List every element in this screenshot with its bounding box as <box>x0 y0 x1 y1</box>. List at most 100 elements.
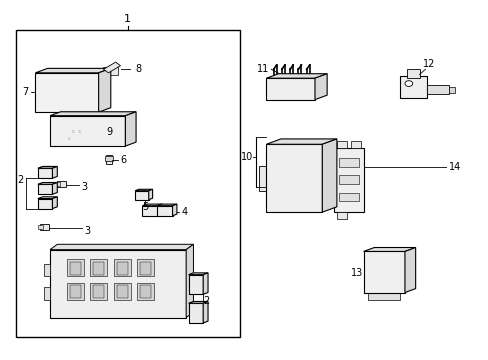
FancyBboxPatch shape <box>336 212 346 219</box>
Polygon shape <box>404 248 415 293</box>
Polygon shape <box>188 275 203 294</box>
Polygon shape <box>50 116 125 146</box>
Polygon shape <box>158 204 162 216</box>
FancyBboxPatch shape <box>448 87 454 93</box>
FancyBboxPatch shape <box>334 148 363 212</box>
FancyBboxPatch shape <box>259 166 266 191</box>
Text: c: c <box>68 136 71 141</box>
FancyBboxPatch shape <box>114 283 130 300</box>
FancyBboxPatch shape <box>116 262 127 275</box>
FancyBboxPatch shape <box>273 155 285 205</box>
FancyBboxPatch shape <box>399 76 426 98</box>
Polygon shape <box>35 68 111 73</box>
Polygon shape <box>266 144 322 212</box>
FancyBboxPatch shape <box>140 262 151 275</box>
Polygon shape <box>142 206 158 216</box>
Polygon shape <box>135 191 148 200</box>
Text: 5: 5 <box>142 202 148 212</box>
Polygon shape <box>50 244 193 249</box>
Text: 13: 13 <box>351 268 363 278</box>
FancyBboxPatch shape <box>38 225 42 229</box>
FancyBboxPatch shape <box>289 155 301 205</box>
Polygon shape <box>188 301 207 303</box>
FancyBboxPatch shape <box>339 193 358 202</box>
Polygon shape <box>50 112 136 116</box>
Polygon shape <box>203 301 207 323</box>
Polygon shape <box>157 204 177 206</box>
Polygon shape <box>52 197 57 208</box>
Text: 9: 9 <box>106 127 112 137</box>
FancyBboxPatch shape <box>116 285 127 298</box>
Polygon shape <box>266 74 326 78</box>
Text: 7: 7 <box>22 87 28 98</box>
Polygon shape <box>142 204 162 206</box>
FancyBboxPatch shape <box>287 153 303 162</box>
FancyBboxPatch shape <box>426 85 448 94</box>
FancyBboxPatch shape <box>305 155 317 205</box>
Polygon shape <box>38 184 52 194</box>
FancyBboxPatch shape <box>103 67 118 75</box>
Polygon shape <box>52 183 57 194</box>
Polygon shape <box>363 251 404 293</box>
FancyBboxPatch shape <box>368 293 399 300</box>
FancyBboxPatch shape <box>407 69 419 78</box>
Text: 6: 6 <box>120 156 126 165</box>
Polygon shape <box>99 68 111 112</box>
Text: 2: 2 <box>203 296 209 306</box>
FancyBboxPatch shape <box>339 175 358 184</box>
Polygon shape <box>266 139 336 144</box>
Polygon shape <box>172 204 177 216</box>
Polygon shape <box>314 74 326 100</box>
FancyBboxPatch shape <box>45 87 69 102</box>
Circle shape <box>404 81 412 86</box>
FancyBboxPatch shape <box>140 285 151 298</box>
FancyBboxPatch shape <box>44 287 50 300</box>
FancyBboxPatch shape <box>304 153 319 162</box>
FancyBboxPatch shape <box>322 162 329 194</box>
Bar <box>16 30 239 337</box>
Polygon shape <box>188 303 203 323</box>
Text: 11: 11 <box>256 64 268 74</box>
FancyBboxPatch shape <box>70 285 81 298</box>
Polygon shape <box>186 244 193 318</box>
FancyBboxPatch shape <box>57 181 66 187</box>
Text: 4: 4 <box>181 207 187 217</box>
Text: c  c: c c <box>72 129 81 134</box>
FancyBboxPatch shape <box>90 259 107 276</box>
FancyBboxPatch shape <box>40 224 49 230</box>
FancyBboxPatch shape <box>70 262 81 275</box>
FancyBboxPatch shape <box>35 96 42 105</box>
Polygon shape <box>38 199 52 208</box>
FancyBboxPatch shape <box>55 182 60 186</box>
FancyBboxPatch shape <box>105 156 113 161</box>
Polygon shape <box>35 73 99 112</box>
Polygon shape <box>363 248 415 251</box>
Polygon shape <box>103 62 120 73</box>
FancyBboxPatch shape <box>90 283 107 300</box>
FancyBboxPatch shape <box>93 285 104 298</box>
Polygon shape <box>38 183 57 184</box>
Text: 8: 8 <box>135 64 141 74</box>
Text: 3: 3 <box>81 182 87 192</box>
Text: 12: 12 <box>422 59 434 69</box>
FancyBboxPatch shape <box>44 264 50 276</box>
Polygon shape <box>135 189 152 191</box>
Text: 10: 10 <box>241 152 253 162</box>
Polygon shape <box>203 273 207 294</box>
Polygon shape <box>148 189 152 200</box>
Polygon shape <box>157 206 172 216</box>
Polygon shape <box>50 249 186 318</box>
FancyBboxPatch shape <box>336 141 346 148</box>
Text: 14: 14 <box>448 162 460 172</box>
Text: 1: 1 <box>124 14 131 24</box>
Polygon shape <box>38 166 57 168</box>
Polygon shape <box>125 112 136 146</box>
FancyBboxPatch shape <box>351 141 361 148</box>
FancyBboxPatch shape <box>67 283 84 300</box>
FancyBboxPatch shape <box>93 262 104 275</box>
Polygon shape <box>52 166 57 178</box>
Polygon shape <box>188 273 207 275</box>
FancyBboxPatch shape <box>106 155 112 164</box>
FancyBboxPatch shape <box>114 259 130 276</box>
Polygon shape <box>38 168 52 178</box>
